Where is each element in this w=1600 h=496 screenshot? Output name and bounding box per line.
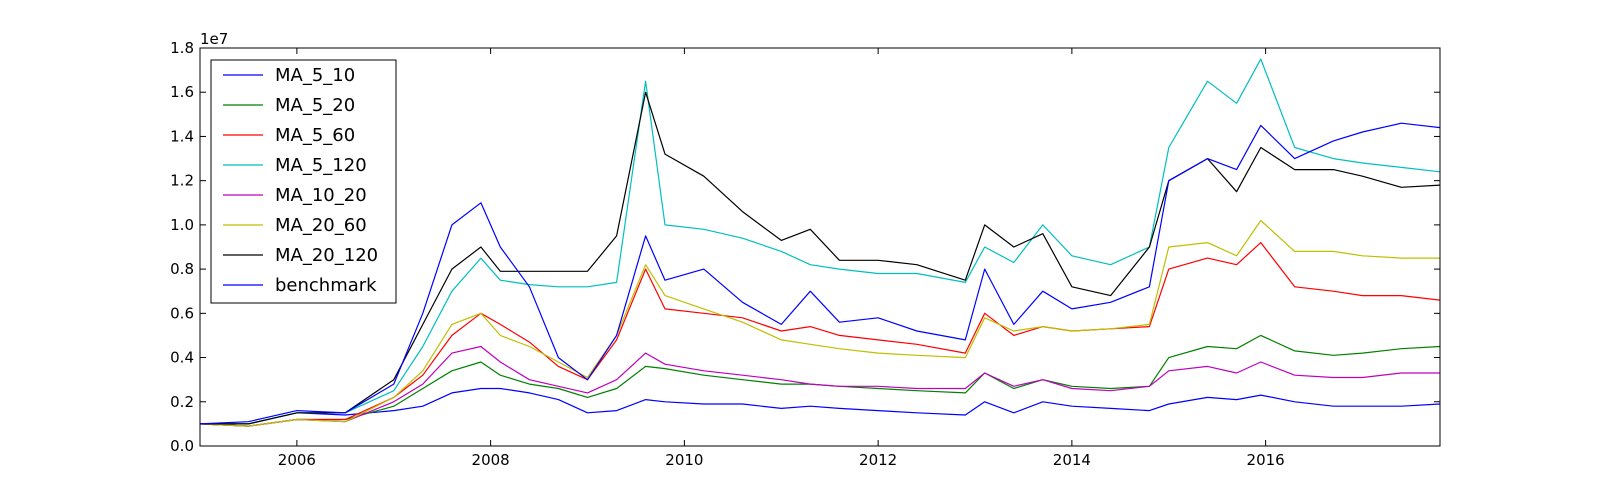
series-line-ma-20-60: [199, 219, 1440, 427]
series-line-ma-5-60: [199, 242, 1441, 427]
y-tick-label: 1.2: [170, 172, 194, 190]
legend-label: MA_5_60: [275, 125, 355, 146]
series-line-ma-5-10: [200, 387, 1441, 425]
legend: MA_5_10 MA_5_20 MA_5_60 MA_5_120 MA_10_20 MA_…: [210, 59, 397, 304]
y-tick-label: 1.4: [170, 127, 194, 145]
x-tick-label: 2016: [1247, 451, 1285, 469]
plot-background: [200, 48, 1440, 446]
series-line-ma-5-120: [200, 58, 1441, 425]
y-tick-label: 0.4: [170, 349, 194, 367]
x-tick-label: 2010: [665, 451, 703, 469]
legend-label: MA_20_120: [275, 245, 378, 266]
series-line-benchmark: [199, 122, 1441, 425]
series-line-ma-10-20: [199, 345, 1440, 427]
legend-label: MA_5_120: [275, 155, 367, 176]
legend-label: MA_5_20: [275, 95, 355, 116]
y-tick-label: 0.0: [170, 437, 194, 455]
x-tick-label: 2014: [1053, 451, 1091, 469]
y-scale-label: 1e7: [200, 30, 228, 48]
series-layer: [199, 58, 1441, 427]
ticks-layer: 2006 2008 2010 2012 2014 2016 0.0 0.2 0.4 0.6 0.8 1…: [170, 39, 1440, 469]
legend-label: benchmark: [275, 275, 377, 296]
legend-label: MA_10_20: [275, 185, 367, 206]
legend-box: [210, 59, 397, 304]
plot-frame: [199, 47, 1441, 447]
y-tick-label: 0.2: [170, 393, 194, 411]
series-line-ma-20-120: [200, 91, 1441, 425]
y-tick-label: 0.6: [170, 304, 194, 322]
y-tick-label: 1.0: [170, 216, 194, 234]
x-tick-label: 2012: [859, 451, 897, 469]
y-tick-label: 1.8: [170, 39, 194, 57]
y-tick-label: 0.8: [170, 260, 194, 278]
legend-label: MA_5_10: [275, 65, 355, 86]
y-tick-label: 1.6: [170, 83, 194, 101]
x-tick-label: 2008: [472, 451, 510, 469]
x-tick-label: 2006: [278, 451, 316, 469]
legend-label: MA_20_60: [275, 215, 367, 236]
